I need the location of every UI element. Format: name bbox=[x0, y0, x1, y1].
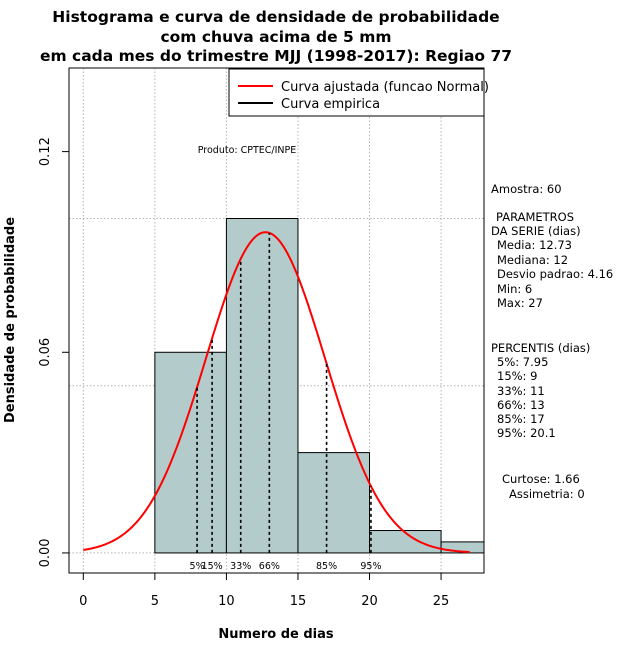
histogram-bar bbox=[297, 452, 371, 554]
percentile-label: 85% bbox=[316, 561, 337, 572]
y-tick-label: 0.06 bbox=[38, 338, 53, 367]
statistics-line: Curtose: 1.66 bbox=[502, 472, 580, 486]
statistics-line: 95%: 20.1 bbox=[497, 426, 556, 440]
statistics-line: 85%: 17 bbox=[497, 412, 545, 426]
percentile-label: 5% bbox=[190, 561, 205, 572]
statistics-line: Min: 6 bbox=[497, 282, 532, 296]
statistics-line: Media: 12.73 bbox=[497, 238, 572, 252]
x-tick-label: 10 bbox=[218, 594, 235, 609]
y-tick-label: 0.00 bbox=[38, 538, 53, 567]
y-axis-title: Densidade de probabilidade bbox=[3, 217, 18, 423]
statistics-line: Mediana: 12 bbox=[497, 253, 568, 267]
product-note: Produto: CPTEC/INPE bbox=[198, 145, 297, 156]
legend-label: Curva ajustada (funcao Normal) bbox=[281, 80, 489, 95]
statistics-line: PERCENTIS (dias) bbox=[491, 341, 590, 355]
legend-box bbox=[228, 68, 485, 117]
chart-title-line: com chuva acima de 5 mm bbox=[160, 28, 391, 46]
x-tick-label: 15 bbox=[290, 594, 307, 609]
statistics-line: Desvio padrao: 4.16 bbox=[497, 267, 613, 281]
x-tick-label: 25 bbox=[433, 594, 450, 609]
y-tick-label: 0.12 bbox=[38, 137, 53, 166]
histogram-bar bbox=[154, 351, 227, 554]
statistics-line: Assimetria: 0 bbox=[509, 487, 585, 501]
percentile-label: 33% bbox=[230, 561, 251, 572]
statistics-line: Max: 27 bbox=[497, 296, 543, 310]
percentile-label: 15% bbox=[202, 561, 223, 572]
histogram-bar bbox=[440, 541, 484, 554]
statistics-line: 15%: 9 bbox=[497, 369, 537, 383]
percentile-label: 66% bbox=[259, 561, 280, 572]
legend-label: Curva empirica bbox=[281, 97, 380, 112]
statistics-line: Amostra: 60 bbox=[491, 182, 562, 196]
statistics-line: 66%: 13 bbox=[497, 398, 545, 412]
chart-title-line: em cada mes do trimestre MJJ (1998-2017)… bbox=[40, 47, 512, 65]
x-tick-label: 5 bbox=[151, 594, 159, 609]
chart-title-line: Histograma e curva de densidade de proba… bbox=[52, 8, 499, 26]
statistics-line: 5%: 7.95 bbox=[497, 355, 548, 369]
percentile-label: 95% bbox=[360, 561, 381, 572]
x-axis-title: Numero de dias bbox=[218, 627, 334, 642]
x-tick-label: 20 bbox=[361, 594, 378, 609]
x-tick-label: 0 bbox=[79, 594, 87, 609]
statistics-line: PARAMETROS bbox=[496, 210, 574, 224]
statistics-line: 33%: 11 bbox=[497, 384, 545, 398]
statistics-line: DA SERIE (dias) bbox=[491, 224, 581, 238]
histogram-bar bbox=[225, 217, 299, 554]
normal-fit-curve bbox=[83, 231, 470, 554]
histogram-bar bbox=[369, 530, 442, 554]
